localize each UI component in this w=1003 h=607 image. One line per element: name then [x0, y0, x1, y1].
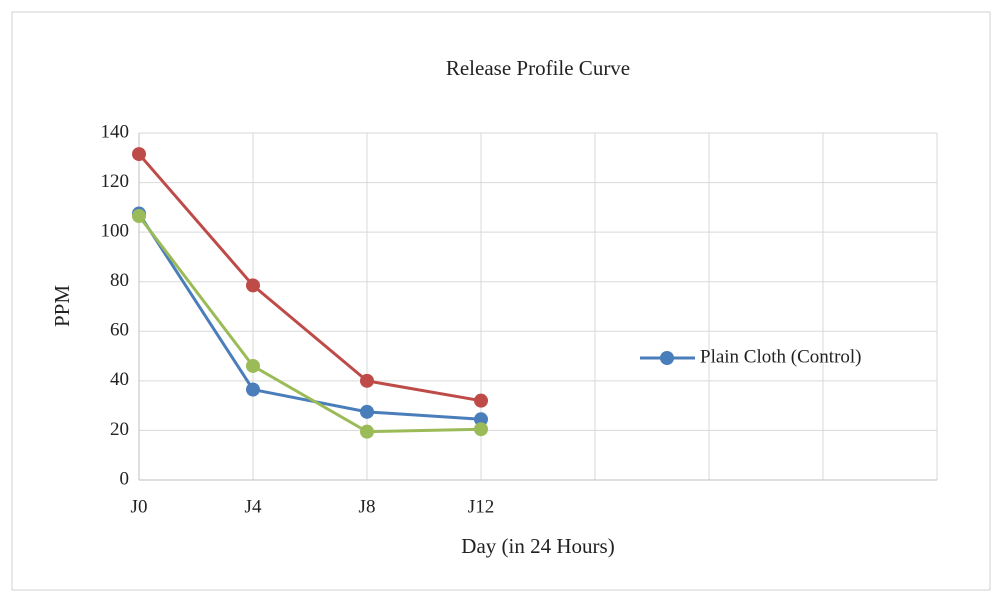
x-tick-label: J8: [359, 496, 376, 517]
data-point: [360, 404, 374, 419]
legend-label: Plain Cloth (Control): [700, 346, 862, 367]
x-axis-label: Day (in 24 Hours): [461, 534, 614, 558]
data-point: [246, 358, 260, 373]
data-point: [360, 373, 374, 388]
y-tick-label: 100: [101, 221, 130, 242]
data-point: [132, 209, 146, 224]
y-tick-label: 20: [110, 419, 129, 440]
data-point: [474, 422, 488, 437]
y-tick-label: 80: [110, 270, 129, 291]
series-line: [137, 212, 482, 421]
data-point: [132, 147, 146, 162]
data-point: [360, 424, 374, 439]
y-tick-label: 120: [101, 171, 130, 192]
data-point: [246, 278, 260, 293]
x-tick-label: J12: [468, 496, 494, 517]
legend-marker: [660, 351, 674, 365]
x-tick-label: J4: [245, 496, 262, 517]
data-point: [474, 412, 488, 427]
y-tick-label: 140: [101, 121, 130, 142]
x-tick-label: J0: [131, 496, 148, 517]
chart-title: Release Profile Curve: [446, 56, 630, 80]
chart-border: [11, 11, 991, 591]
y-tick-label: 0: [120, 468, 130, 489]
data-point: [474, 393, 488, 408]
series-line: [137, 153, 482, 403]
data-point: [246, 382, 260, 397]
series-line: [137, 215, 482, 434]
y-tick-label: 40: [110, 369, 129, 390]
y-tick-label: 60: [110, 320, 129, 341]
y-axis-label: PPM: [50, 285, 74, 327]
